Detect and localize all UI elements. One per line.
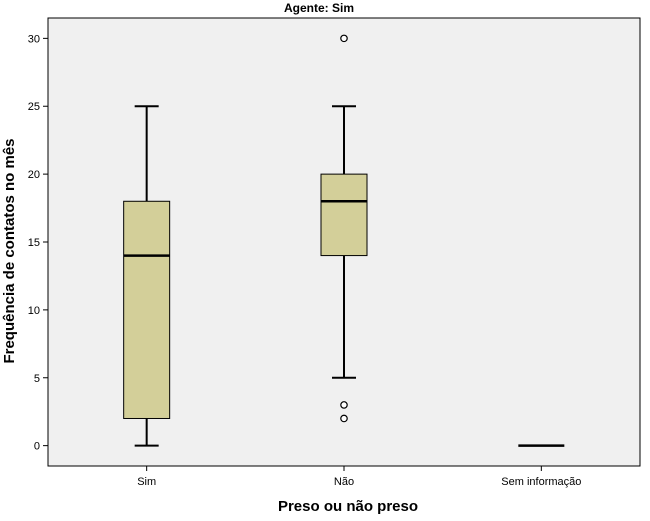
y-tick-label: 10 [28,305,40,317]
y-tick-label: 25 [28,101,40,113]
y-tick-label: 0 [34,441,40,453]
outlier-point [340,414,348,423]
y-tick-label: 15 [28,237,40,249]
x-tick-label: Sim [137,476,156,488]
outlier-point [340,34,348,43]
x-axis: Sim Não Sem informação [137,466,581,488]
y-axis: 0 5 10 15 20 25 30 [28,33,48,453]
box-group [320,34,368,423]
y-tick-label: 30 [28,33,40,45]
chart-title: Agente: Sim [284,1,354,15]
x-axis-label: Preso ou não preso [278,498,418,515]
box-iqr [123,200,171,419]
box-iqr [320,173,368,257]
x-tick-label: Não [334,476,354,488]
x-tick-label: Sem informação [501,476,581,488]
y-tick-label: 5 [34,373,40,385]
box-series [123,34,565,447]
box-group [123,105,171,447]
y-axis-label: Frequência de contatos no mês [1,138,18,363]
outlier-point [340,401,348,409]
y-tick-label: 20 [28,169,40,181]
